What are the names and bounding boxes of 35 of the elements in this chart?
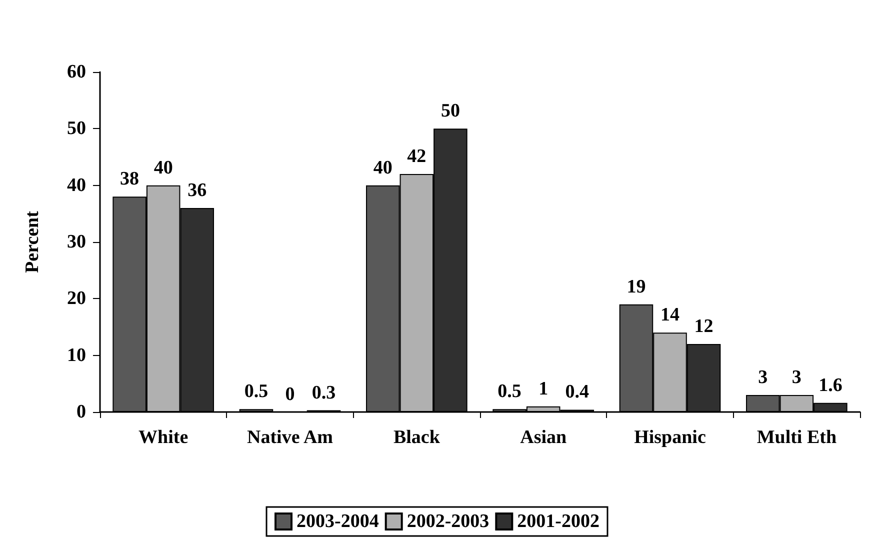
data-label: 0.5 [244,381,268,402]
y-tick-label: 40 [67,174,86,196]
y-tick-label: 10 [67,344,86,366]
data-label: 0.5 [498,381,522,402]
data-label: 0 [285,384,295,405]
y-tick-label: 60 [67,62,86,82]
data-label: 38 [120,168,140,190]
x-tick-label: Hispanic [634,427,706,448]
data-label: 40 [373,157,392,178]
data-label: 40 [154,157,173,178]
data-label: 0.4 [565,382,590,403]
x-tick-label: White [138,427,188,448]
x-tick-label: Asian [520,427,567,448]
data-label: 12 [694,316,714,337]
y-tick-label: 30 [67,232,86,252]
y-tick-label: 0 [76,402,86,422]
data-label: 3 [758,367,768,388]
data-label: 14 [660,304,680,326]
data-label: 3 [792,367,802,388]
data-label: 50 [440,100,460,122]
y-tick-label: 50 [67,118,86,140]
y-tick-label: 20 [67,288,86,310]
legend-label: 2001-2002 [517,511,600,532]
data-label: 19 [626,276,646,298]
data-label: 1 [538,378,548,400]
data-label: 42 [407,146,426,167]
x-tick-label: Multi Eth [756,427,837,448]
y-axis-title: Percent [22,210,43,273]
x-tick-label: Native Am [246,427,334,448]
x-tick-label: Black [393,427,440,448]
legend-label: 2002-2003 [406,511,490,532]
legend-label: 2003-2004 [296,511,380,532]
data-label: 0.3 [312,382,336,404]
data-label: 1.6 [818,374,842,396]
data-label: 36 [188,180,207,201]
